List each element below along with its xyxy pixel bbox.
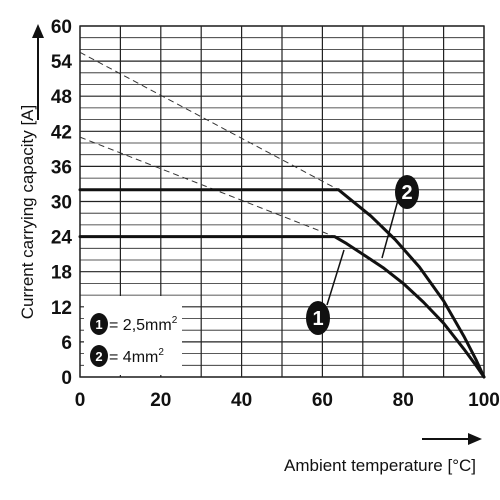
x-tick-80: 80	[393, 390, 414, 411]
legend-entry-1: 1 = 2,5mm2	[90, 313, 178, 335]
curve-marker-1-label: 1	[312, 308, 323, 330]
x-tick-100: 100	[468, 390, 500, 411]
x-tick-60: 60	[312, 390, 333, 411]
legend-label-2-sup: 2	[158, 347, 164, 358]
reference-lines	[79, 51, 339, 238]
x-tick-0: 0	[75, 390, 86, 411]
y-tick-48: 48	[51, 87, 72, 108]
series-line-1	[78, 235, 486, 379]
legend-label-1-text: = 2,5mm	[109, 317, 172, 334]
x-axis-arrow	[422, 433, 482, 445]
x-tick-40: 40	[231, 390, 252, 411]
y-tick-24: 24	[51, 228, 73, 249]
y-axis-title: Current carrying capacity [A]	[18, 105, 37, 319]
curve-marker-1: 1	[306, 249, 345, 335]
y-tick-18: 18	[51, 263, 72, 284]
curve-marker-2: 2	[381, 175, 419, 259]
legend-label-2-text: = 4mm	[109, 349, 158, 366]
legend-label-1: = 2,5mm2	[109, 315, 178, 334]
curves	[78, 188, 486, 379]
y-tick-12: 12	[51, 298, 72, 319]
legend-label-2: = 4mm2	[109, 347, 164, 366]
y-tick-36: 36	[51, 157, 72, 178]
reference-line-2	[79, 51, 339, 191]
x-axis-title: Ambient temperature [°C]	[284, 456, 476, 475]
legend: 1 = 2,5mm2 2 = 4mm2	[84, 296, 182, 375]
series-line-2	[78, 188, 486, 379]
y-tick-0: 0	[61, 368, 72, 389]
plot-frame	[79, 25, 485, 378]
y-axis-arrow	[32, 24, 44, 120]
y-tick-6: 6	[61, 333, 72, 354]
y-tick-30: 30	[51, 193, 72, 214]
x-tick-20: 20	[150, 390, 171, 411]
y-tick-60: 60	[51, 17, 72, 38]
legend-marker-1: 1	[95, 317, 102, 332]
legend-label-1-sup: 2	[172, 315, 178, 326]
curve-marker-2-label: 2	[401, 182, 412, 204]
legend-marker-2: 2	[95, 349, 102, 364]
y-tick-42: 42	[51, 122, 72, 143]
reference-line-1	[79, 136, 335, 238]
legend-entry-2: 2 = 4mm2	[90, 345, 164, 367]
y-tick-54: 54	[51, 52, 73, 73]
